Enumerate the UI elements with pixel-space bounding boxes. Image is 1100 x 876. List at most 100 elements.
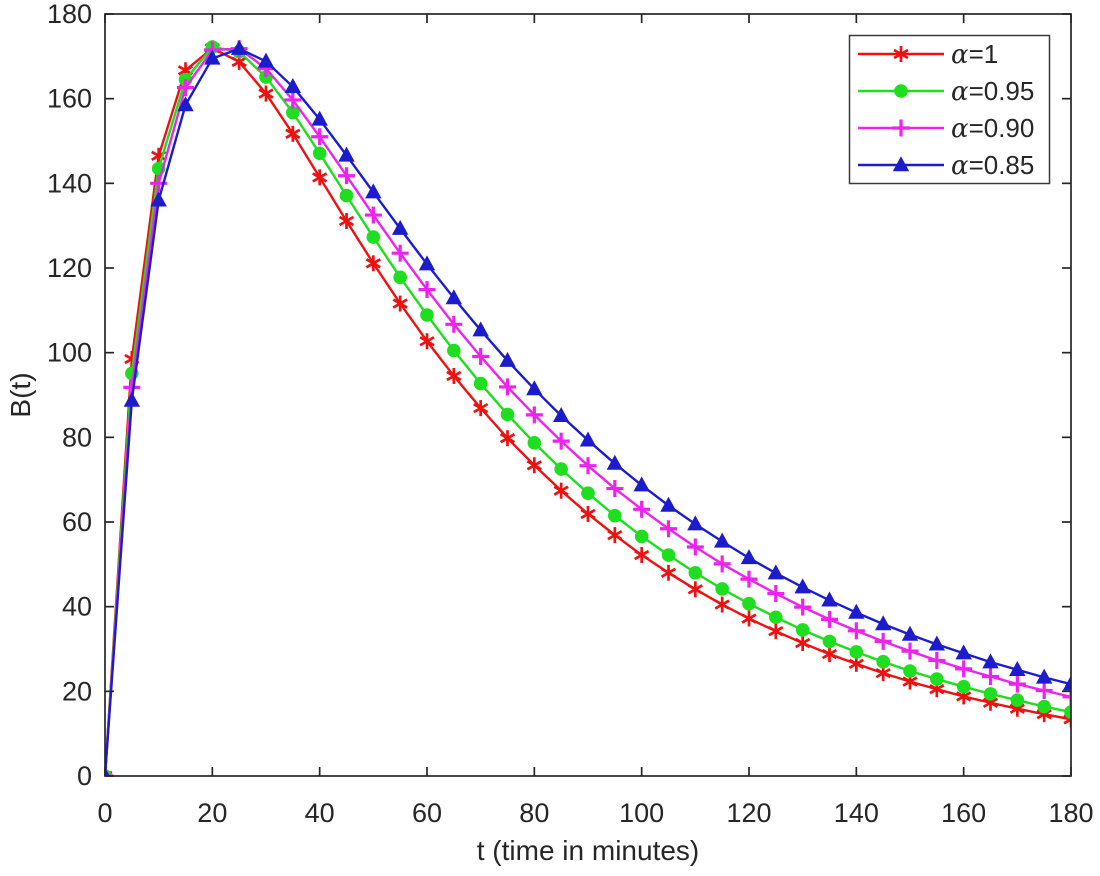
x-tick-label: 60 bbox=[412, 798, 442, 828]
circle-marker bbox=[876, 654, 890, 669]
x-tick-label: 160 bbox=[941, 798, 986, 828]
asterisk-marker bbox=[929, 684, 945, 695]
triangle-marker bbox=[284, 78, 302, 94]
asterisk-marker bbox=[982, 697, 999, 708]
y-tick-label: 40 bbox=[62, 592, 92, 622]
x-axis-label: t (time in minutes) bbox=[477, 835, 700, 866]
triangle-marker bbox=[204, 49, 221, 65]
triangle-marker bbox=[713, 532, 731, 548]
triangle-marker bbox=[687, 515, 704, 531]
asterisk-marker bbox=[875, 667, 891, 679]
circle-marker bbox=[1064, 705, 1071, 719]
circle-marker bbox=[956, 679, 971, 694]
circle-marker bbox=[527, 436, 542, 450]
y-tick-label: 120 bbox=[47, 253, 92, 283]
triangle-marker bbox=[901, 625, 919, 641]
circle-marker bbox=[420, 308, 434, 322]
asterisk-marker bbox=[687, 584, 703, 595]
asterisk-marker bbox=[893, 48, 909, 60]
circle-marker bbox=[661, 548, 676, 562]
circle-marker bbox=[554, 462, 568, 476]
circle-marker bbox=[312, 146, 327, 161]
circle-marker bbox=[1037, 699, 1051, 714]
circle-marker bbox=[393, 270, 407, 285]
x-tick-label: 80 bbox=[519, 798, 549, 828]
y-axis-label: B(t) bbox=[5, 372, 36, 417]
triangle-marker bbox=[105, 767, 110, 776]
y-tick-label: 160 bbox=[47, 84, 92, 114]
asterisk-marker bbox=[338, 215, 355, 227]
asterisk-marker bbox=[848, 658, 864, 669]
asterisk-marker bbox=[660, 567, 677, 578]
asterisk-marker bbox=[285, 128, 301, 139]
asterisk-marker bbox=[392, 298, 408, 309]
triangle-marker bbox=[1035, 668, 1053, 684]
triangle-marker bbox=[982, 653, 999, 669]
legend-label: α=0.85 bbox=[951, 150, 1034, 181]
asterisk-marker bbox=[365, 258, 381, 269]
tick-labels: 0 20 40 60 80 100 120 140 160 180 0 20 40 60 80 100 120 1… bbox=[47, 0, 1094, 828]
triangle-marker bbox=[150, 191, 167, 207]
asterisk-marker bbox=[634, 549, 650, 561]
triangle-marker bbox=[794, 578, 811, 594]
circle-marker bbox=[983, 687, 998, 701]
y-tick-label: 80 bbox=[62, 422, 92, 452]
circle-marker bbox=[366, 230, 381, 244]
asterisk-marker bbox=[1063, 717, 1071, 725]
asterisk-marker bbox=[419, 336, 435, 347]
circle-marker bbox=[473, 376, 488, 391]
asterisk-marker bbox=[553, 485, 569, 496]
series-layer bbox=[105, 39, 1071, 776]
circle-marker bbox=[894, 84, 908, 98]
triangle-marker bbox=[499, 351, 516, 367]
asterisk-marker bbox=[499, 433, 516, 444]
circle-marker bbox=[930, 672, 944, 686]
asterisk-marker bbox=[902, 676, 918, 687]
legend: α=1 α=0.95 α=0.90 α=0.85 bbox=[848, 34, 1051, 185]
plot-border bbox=[104, 13, 1072, 777]
y-tick-label: 20 bbox=[62, 676, 92, 706]
triangle-marker bbox=[767, 564, 785, 580]
triangle-marker bbox=[177, 96, 194, 112]
circle-marker bbox=[447, 343, 461, 358]
x-tick-label: 180 bbox=[1048, 798, 1093, 828]
triangle-marker bbox=[365, 183, 382, 199]
circle-marker bbox=[500, 407, 515, 422]
triangle-marker bbox=[338, 146, 355, 162]
x-tick-label: 120 bbox=[726, 798, 771, 828]
circle-marker bbox=[903, 664, 917, 678]
triangle-marker bbox=[633, 476, 650, 492]
y-tick-label: 180 bbox=[47, 0, 92, 29]
circle-marker bbox=[608, 508, 622, 523]
legend-label: α=1 bbox=[951, 39, 998, 70]
triangle-marker bbox=[928, 635, 946, 651]
triangle-marker bbox=[892, 156, 910, 172]
asterisk-marker bbox=[607, 529, 623, 541]
asterisk-marker bbox=[258, 88, 274, 99]
triangle-marker bbox=[391, 219, 409, 235]
triangle-marker bbox=[821, 591, 838, 607]
x-tick-label: 20 bbox=[197, 798, 227, 828]
x-tick-label: 100 bbox=[619, 798, 664, 828]
triangle-marker bbox=[874, 615, 892, 631]
triangle-marker bbox=[123, 391, 141, 407]
circle-marker bbox=[581, 486, 595, 501]
y-tick-label: 140 bbox=[47, 168, 92, 198]
triangle-marker bbox=[740, 549, 758, 565]
x-tick-label: 40 bbox=[305, 798, 335, 828]
triangle-marker bbox=[230, 39, 248, 55]
legend-entry: α=0.90 bbox=[858, 113, 1034, 144]
circle-marker bbox=[822, 634, 837, 649]
circle-marker bbox=[795, 623, 810, 637]
legend-entry: α=0.95 bbox=[858, 76, 1034, 107]
asterisk-marker bbox=[151, 150, 167, 161]
triangle-marker bbox=[606, 454, 624, 470]
legend-box bbox=[848, 34, 1051, 185]
series-circle bbox=[105, 40, 1071, 776]
legend-entry: α=0.85 bbox=[858, 150, 1034, 181]
triangle-marker bbox=[526, 380, 543, 396]
asterisk-marker bbox=[741, 613, 757, 624]
triangle-marker bbox=[472, 321, 489, 337]
